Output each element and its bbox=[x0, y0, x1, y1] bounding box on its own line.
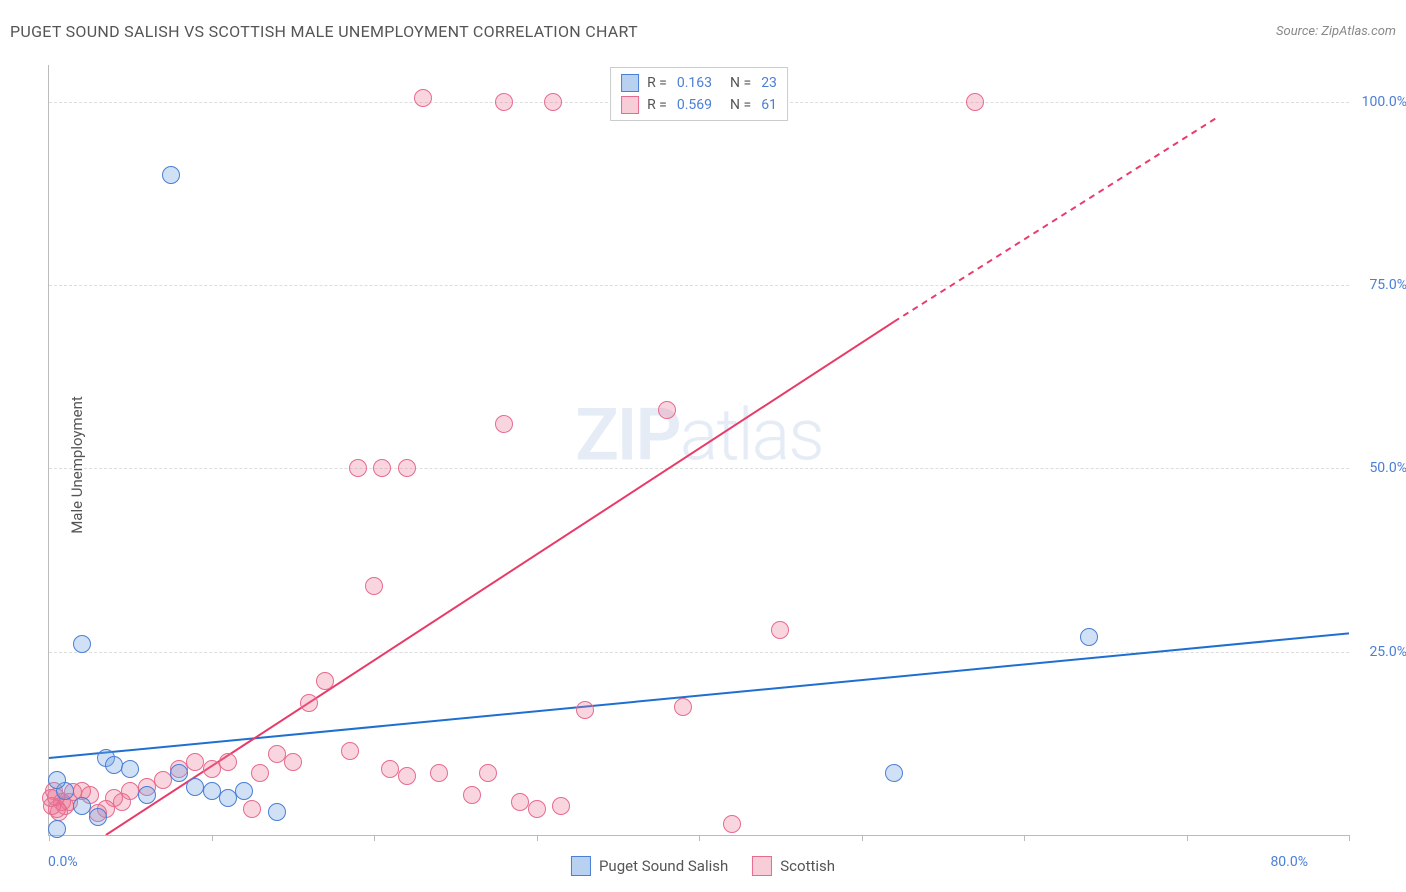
x-tick bbox=[862, 835, 863, 841]
data-point bbox=[552, 797, 570, 815]
data-point bbox=[251, 764, 269, 782]
r-label: R = bbox=[647, 94, 667, 116]
x-tick bbox=[537, 835, 538, 841]
data-point bbox=[658, 401, 676, 419]
data-point bbox=[154, 771, 172, 789]
y-tick-label: 100.0% bbox=[1362, 94, 1406, 110]
gridline bbox=[49, 285, 1349, 286]
data-point bbox=[316, 672, 334, 690]
legend-item: Scottish bbox=[752, 856, 835, 876]
data-point bbox=[479, 764, 497, 782]
y-tick-label: 50.0% bbox=[1369, 460, 1406, 476]
data-point bbox=[186, 753, 204, 771]
legend-swatch bbox=[571, 856, 591, 876]
data-point bbox=[203, 760, 221, 778]
y-tick-label: 75.0% bbox=[1369, 277, 1406, 293]
legend-swatch bbox=[621, 74, 639, 92]
legend-stat-row: R = 0.569 N = 61 bbox=[621, 94, 777, 116]
data-point bbox=[365, 577, 383, 595]
chart-title: PUGET SOUND SALISH VS SCOTTISH MALE UNEM… bbox=[10, 22, 638, 41]
n-value: 61 bbox=[761, 94, 777, 116]
data-point bbox=[463, 786, 481, 804]
gridline bbox=[49, 652, 1349, 653]
r-label: R = bbox=[647, 72, 667, 94]
data-point bbox=[219, 753, 237, 771]
chart-header: PUGET SOUND SALISH VS SCOTTISH MALE UNEM… bbox=[10, 22, 1396, 41]
data-point bbox=[414, 89, 432, 107]
data-point bbox=[349, 459, 367, 477]
x-max-label: 80.0% bbox=[1270, 854, 1308, 870]
x-tick bbox=[374, 835, 375, 841]
watermark-light: atlas bbox=[680, 392, 823, 477]
legend-swatch bbox=[752, 856, 772, 876]
data-point bbox=[723, 815, 741, 833]
gridline bbox=[49, 468, 1349, 469]
data-point bbox=[373, 459, 391, 477]
data-point bbox=[885, 764, 903, 782]
data-point bbox=[89, 808, 107, 826]
legend-stats: R = 0.163 N = 23 R = 0.569 N = 61 bbox=[610, 67, 788, 121]
data-point bbox=[495, 415, 513, 433]
data-point bbox=[430, 764, 448, 782]
x-tick bbox=[1349, 835, 1350, 841]
data-point bbox=[284, 753, 302, 771]
data-point bbox=[243, 800, 261, 818]
data-point bbox=[1080, 628, 1098, 646]
data-point bbox=[398, 767, 416, 785]
n-value: 23 bbox=[761, 72, 777, 94]
data-point bbox=[162, 166, 180, 184]
x-tick bbox=[1187, 835, 1188, 841]
plot-area: ZIPatlas R =0.163N =23R =0.569N =61 25.0… bbox=[48, 65, 1349, 836]
legend-series: Puget Sound Salish Scottish bbox=[571, 856, 835, 876]
x-tick bbox=[49, 835, 50, 841]
data-point bbox=[674, 698, 692, 716]
chart-source: Source: ZipAtlas.com bbox=[1276, 24, 1396, 39]
legend-label: Puget Sound Salish bbox=[599, 857, 728, 875]
data-point bbox=[495, 93, 513, 111]
data-point bbox=[73, 797, 91, 815]
x-min-label: 0.0% bbox=[48, 854, 78, 870]
data-point bbox=[576, 701, 594, 719]
regression-lines bbox=[49, 65, 1349, 835]
data-point bbox=[138, 786, 156, 804]
data-point bbox=[170, 764, 188, 782]
data-point bbox=[341, 742, 359, 760]
data-point bbox=[186, 778, 204, 796]
x-tick bbox=[1024, 835, 1025, 841]
legend-swatch bbox=[621, 96, 639, 114]
data-point bbox=[48, 771, 66, 789]
regression-line-dashed bbox=[894, 116, 1219, 321]
y-tick-label: 25.0% bbox=[1369, 644, 1406, 660]
watermark: ZIPatlas bbox=[575, 392, 823, 477]
chart-container: Male Unemployment ZIPatlas R =0.163N =23… bbox=[0, 50, 1406, 880]
legend-item: Puget Sound Salish bbox=[571, 856, 728, 876]
data-point bbox=[771, 621, 789, 639]
data-point bbox=[73, 635, 91, 653]
r-value: 0.163 bbox=[677, 72, 712, 94]
data-point bbox=[219, 789, 237, 807]
legend-label: Scottish bbox=[780, 857, 835, 875]
legend-stat-row: R = 0.163 N = 23 bbox=[621, 72, 777, 94]
x-tick bbox=[212, 835, 213, 841]
r-value: 0.569 bbox=[677, 94, 712, 116]
data-point bbox=[544, 93, 562, 111]
data-point bbox=[268, 803, 286, 821]
data-point bbox=[105, 756, 123, 774]
data-point bbox=[398, 459, 416, 477]
data-point bbox=[235, 782, 253, 800]
data-point bbox=[121, 760, 139, 778]
n-label: N = bbox=[730, 72, 751, 94]
x-tick bbox=[699, 835, 700, 841]
n-label: N = bbox=[730, 94, 751, 116]
data-point bbox=[966, 93, 984, 111]
data-point bbox=[528, 800, 546, 818]
data-point bbox=[300, 694, 318, 712]
data-point bbox=[48, 820, 66, 838]
